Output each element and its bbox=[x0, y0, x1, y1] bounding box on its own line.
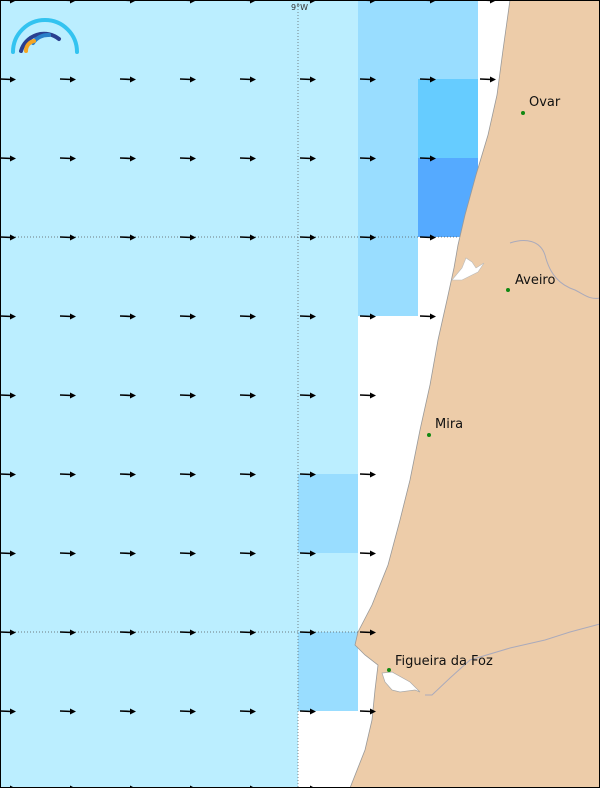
vector-arrow bbox=[359, 76, 376, 83]
vector-arrows bbox=[0, 0, 496, 788]
vector-arrow bbox=[239, 313, 256, 320]
vector-arrow bbox=[299, 155, 316, 162]
vector-arrow bbox=[0, 708, 16, 715]
vector-arrow bbox=[299, 234, 316, 241]
river-mondego bbox=[425, 623, 600, 696]
sea-cell bbox=[298, 632, 358, 711]
vector-arrow bbox=[59, 234, 76, 241]
river-vouga bbox=[509, 240, 600, 299]
vector-arrow bbox=[359, 155, 376, 162]
vector-arrow bbox=[419, 234, 436, 241]
sea-cell bbox=[298, 0, 358, 711]
vector-arrow bbox=[0, 392, 16, 399]
sea-cell bbox=[418, 79, 478, 158]
city-mira[interactable]: Mira bbox=[427, 417, 463, 437]
vector-arrow bbox=[59, 76, 76, 83]
vector-arrow bbox=[239, 471, 256, 478]
vector-arrow bbox=[179, 76, 196, 83]
vector-arrow bbox=[119, 76, 136, 83]
vector-arrow bbox=[119, 392, 136, 399]
city-dot bbox=[521, 111, 525, 115]
vector-arrow bbox=[419, 76, 436, 83]
vector-arrow bbox=[59, 313, 76, 320]
vector-arrow bbox=[299, 392, 316, 399]
vector-arrow bbox=[359, 392, 376, 399]
city-dot bbox=[506, 288, 510, 292]
vector-arrow bbox=[239, 76, 256, 83]
vector-arrow bbox=[299, 550, 316, 557]
vector-arrow bbox=[359, 708, 376, 715]
vector-arrow bbox=[359, 471, 376, 478]
vector-arrow bbox=[119, 550, 136, 557]
vector-arrow bbox=[0, 629, 16, 636]
vector-arrow bbox=[239, 708, 256, 715]
vector-arrow bbox=[299, 708, 316, 715]
vector-arrow bbox=[179, 471, 196, 478]
vector-arrow bbox=[119, 629, 136, 636]
vector-arrow bbox=[479, 76, 496, 83]
vector-arrow bbox=[239, 155, 256, 162]
vector-arrow bbox=[239, 629, 256, 636]
vector-arrow bbox=[0, 76, 16, 83]
vector-arrow bbox=[0, 471, 16, 478]
vector-arrow bbox=[179, 313, 196, 320]
city-label: Mira bbox=[435, 417, 463, 432]
vector-arrow bbox=[119, 471, 136, 478]
city-label: Figueira da Foz bbox=[395, 654, 493, 669]
vector-arrow bbox=[0, 234, 16, 241]
vector-arrow bbox=[359, 629, 376, 636]
vector-arrow bbox=[119, 155, 136, 162]
vector-arrow bbox=[299, 471, 316, 478]
vector-arrow bbox=[0, 550, 16, 557]
vector-arrow bbox=[299, 629, 316, 636]
vector-arrow bbox=[119, 313, 136, 320]
sea-cell bbox=[298, 474, 358, 553]
vector-arrow bbox=[59, 392, 76, 399]
vector-arrow bbox=[179, 629, 196, 636]
aveiro-lagoon bbox=[451, 257, 485, 281]
vector-arrow bbox=[59, 708, 76, 715]
vector-arrow bbox=[239, 392, 256, 399]
city-label: Ovar bbox=[529, 95, 561, 110]
vector-arrow bbox=[359, 550, 376, 557]
vector-arrow bbox=[119, 234, 136, 241]
city-aveiro[interactable]: Aveiro bbox=[506, 273, 555, 292]
vector-arrow bbox=[359, 313, 376, 320]
vector-arrow bbox=[59, 155, 76, 162]
vector-arrow bbox=[419, 155, 436, 162]
vector-arrow bbox=[299, 76, 316, 83]
city-dot bbox=[427, 433, 431, 437]
vector-arrow bbox=[119, 708, 136, 715]
city-figueira-da-foz[interactable]: Figueira da Foz bbox=[387, 654, 493, 672]
vector-arrow bbox=[59, 550, 76, 557]
grid-label-lon: 9°W bbox=[291, 3, 308, 12]
vector-arrow bbox=[59, 629, 76, 636]
vector-arrow bbox=[179, 155, 196, 162]
land-area bbox=[349, 0, 600, 788]
vector-arrow bbox=[0, 155, 16, 162]
vector-arrow bbox=[299, 313, 316, 320]
mondego-estuary bbox=[381, 671, 421, 693]
city-label: Aveiro bbox=[515, 273, 555, 288]
vector-arrow bbox=[59, 471, 76, 478]
vector-arrow bbox=[0, 313, 16, 320]
logo bbox=[11, 18, 79, 54]
sea-cell bbox=[418, 0, 478, 79]
vector-arrow bbox=[179, 234, 196, 241]
vector-arrow bbox=[179, 708, 196, 715]
city-dot bbox=[387, 668, 391, 672]
sea-cell bbox=[0, 0, 298, 788]
vector-arrow bbox=[239, 550, 256, 557]
vector-arrow bbox=[239, 234, 256, 241]
vector-arrow bbox=[419, 313, 436, 320]
vector-arrow bbox=[359, 234, 376, 241]
vector-arrow bbox=[179, 392, 196, 399]
vector-arrow bbox=[179, 550, 196, 557]
city-ovar[interactable]: Ovar bbox=[521, 95, 561, 115]
